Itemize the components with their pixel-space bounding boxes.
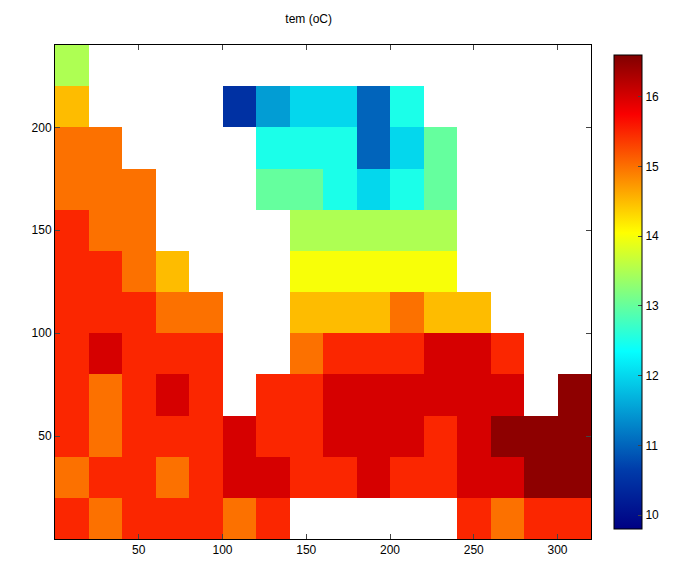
svg-text:50: 50 <box>38 429 52 443</box>
svg-text:16: 16 <box>645 90 659 104</box>
svg-text:15: 15 <box>645 160 659 174</box>
svg-text:200: 200 <box>380 543 400 557</box>
svg-text:11: 11 <box>645 439 658 453</box>
svg-text:300: 300 <box>547 543 567 557</box>
svg-text:10: 10 <box>645 508 659 522</box>
svg-text:200: 200 <box>32 121 52 135</box>
svg-text:150: 150 <box>296 543 316 557</box>
svg-text:14: 14 <box>645 229 659 243</box>
svg-text:100: 100 <box>32 326 52 340</box>
svg-text:100: 100 <box>212 543 232 557</box>
svg-text:250: 250 <box>464 543 484 557</box>
svg-text:13: 13 <box>645 299 659 313</box>
svg-text:50: 50 <box>132 543 146 557</box>
svg-text:tem (oC): tem (oC) <box>285 12 332 26</box>
svg-text:12: 12 <box>645 369 659 383</box>
svg-text:150: 150 <box>32 223 52 237</box>
